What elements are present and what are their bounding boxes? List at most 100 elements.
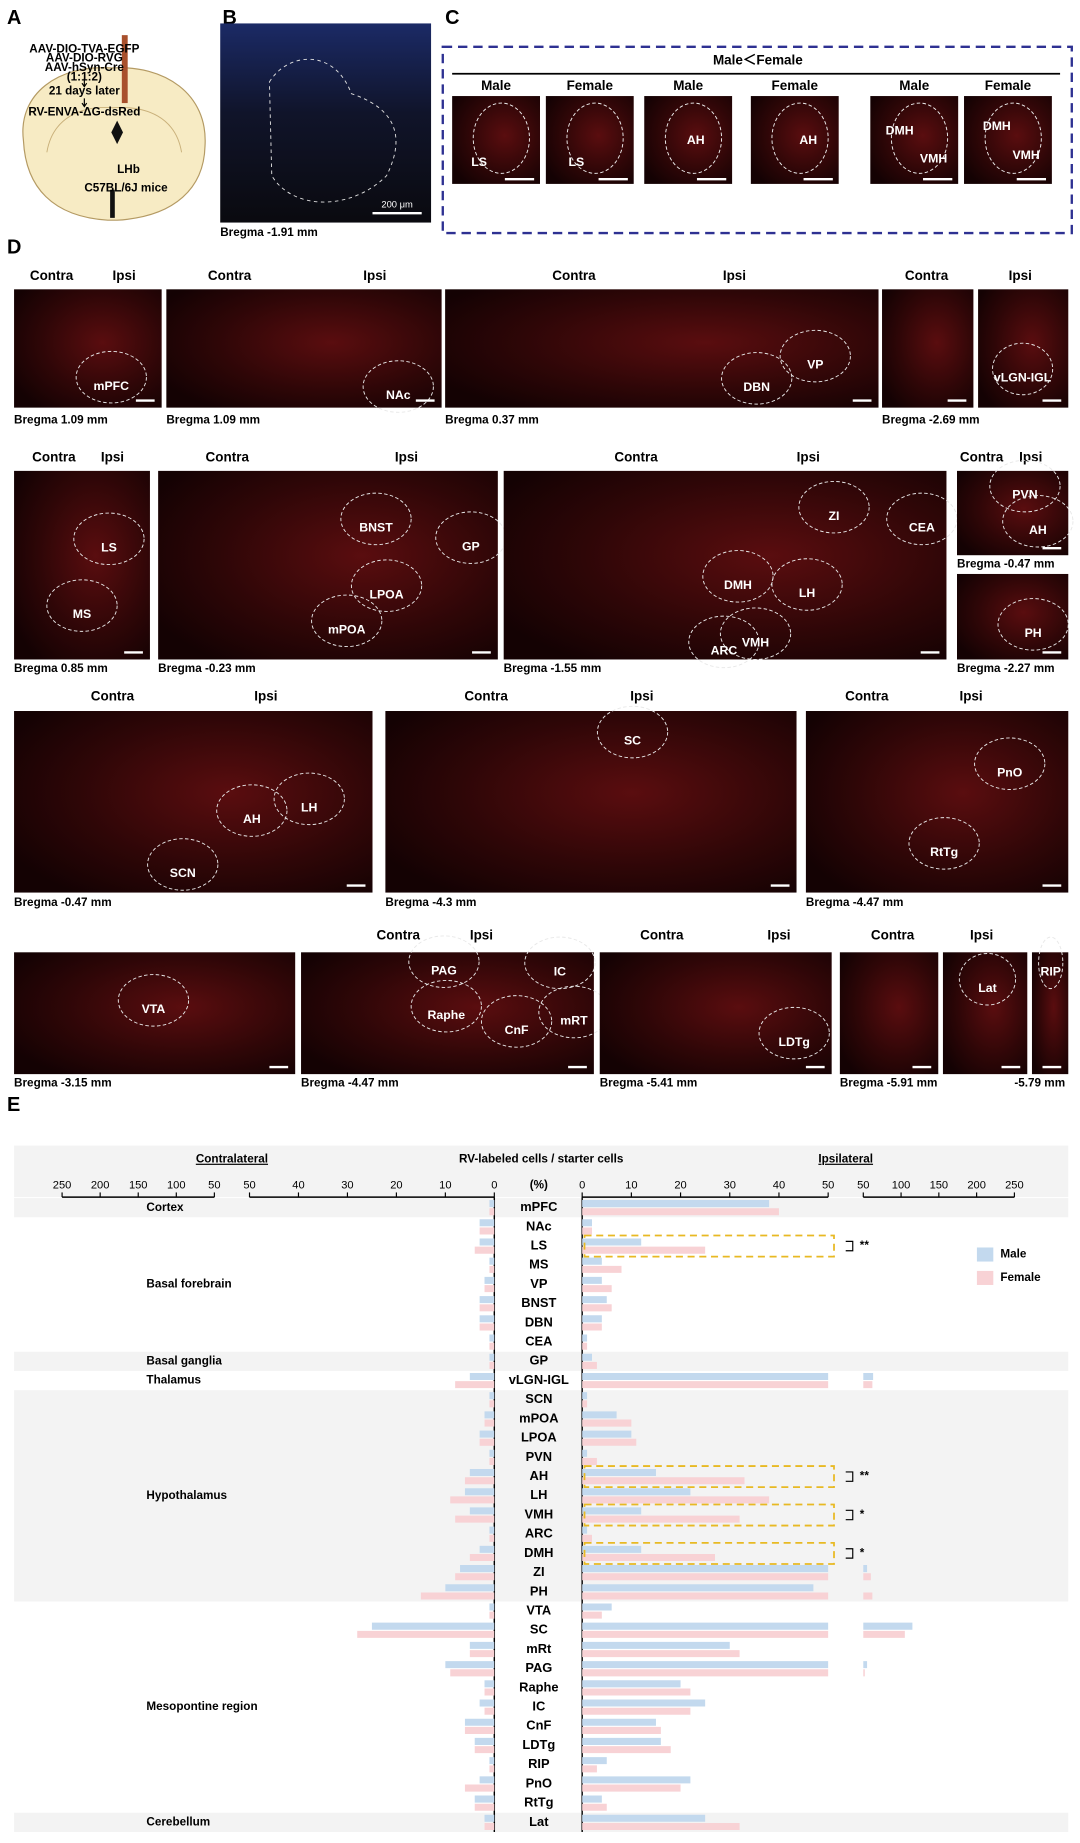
bar	[489, 1200, 495, 1208]
bar	[489, 1457, 495, 1466]
bar	[420, 1592, 495, 1600]
panel-label: E	[7, 1094, 20, 1116]
significance-label: **	[860, 1239, 870, 1252]
region-outline	[958, 953, 1017, 1006]
bar	[582, 1449, 588, 1457]
group-band	[14, 1351, 1069, 1371]
bar	[371, 1622, 495, 1630]
bar	[464, 1726, 495, 1734]
category-label: NAc	[526, 1218, 552, 1233]
micrograph	[599, 952, 832, 1075]
side-header: Ipsi	[101, 450, 124, 465]
brain-outline	[22, 67, 206, 221]
bar	[582, 1822, 740, 1830]
x-tick-label: 20	[390, 1179, 402, 1191]
panel-d: D Contra Ipsi mPFC Bregma 1.09 mm Contra Ipsi…	[7, 237, 1074, 1090]
category-label: VMH	[525, 1506, 554, 1521]
bar	[450, 1669, 495, 1677]
bar	[582, 1584, 814, 1592]
bregma-label: Bregma -2.69 mm	[882, 414, 980, 427]
bar	[582, 1688, 691, 1696]
side-header: Contra	[206, 450, 250, 465]
region-outline	[472, 102, 530, 174]
side-header: Ipsi	[470, 927, 493, 942]
bregma-label: Bregma -1.91 mm	[220, 226, 318, 239]
bar	[582, 1361, 597, 1369]
legend-label: Male	[1000, 1248, 1027, 1261]
bar	[582, 1304, 612, 1312]
bar	[474, 1737, 495, 1745]
bar	[484, 1707, 495, 1715]
side-header: Ipsi	[797, 450, 820, 465]
category-label: vLGN-IGL	[509, 1372, 569, 1387]
side-header: Contra	[871, 927, 915, 942]
category-label: PH	[530, 1583, 548, 1598]
bar	[484, 1688, 495, 1696]
panel-label: A	[7, 7, 21, 29]
bar	[479, 1219, 495, 1227]
region-label: LS	[568, 155, 584, 169]
x-tick-label: 40	[773, 1179, 785, 1191]
bar	[582, 1726, 661, 1734]
region-outline	[273, 772, 345, 826]
x-tick-label: 100	[167, 1179, 186, 1191]
bar	[469, 1468, 495, 1477]
bar	[582, 1795, 602, 1803]
region-label: DMH	[983, 119, 1011, 133]
side-header: Contra	[464, 689, 508, 704]
region-outline	[147, 838, 219, 891]
bar	[450, 1496, 495, 1504]
micrograph	[166, 289, 442, 408]
micrograph	[14, 470, 150, 660]
bar	[489, 1526, 495, 1534]
bar	[474, 1746, 495, 1754]
bar	[582, 1641, 730, 1649]
bar	[445, 1584, 495, 1592]
bar	[479, 1304, 495, 1312]
region-label: LH	[301, 800, 318, 814]
x-tick-label: 100	[892, 1179, 911, 1191]
right-label: Ipsilateral	[818, 1153, 873, 1166]
bar	[489, 1353, 495, 1361]
category-label: BNST	[521, 1295, 556, 1310]
bar	[445, 1661, 495, 1669]
region-outline	[992, 342, 1054, 396]
column-header: Male	[481, 78, 511, 93]
micrograph	[545, 96, 634, 184]
region-label: ZI	[829, 509, 840, 523]
bar	[582, 1438, 637, 1446]
x-tick-label: 30	[341, 1179, 353, 1191]
left-label: Contralateral	[196, 1153, 268, 1166]
region-label: LS	[471, 155, 487, 169]
region-label: SC	[624, 734, 641, 748]
category-label: mPFC	[520, 1199, 557, 1214]
bar	[582, 1757, 607, 1765]
region-outline	[989, 459, 1061, 513]
side-header: Contra	[640, 927, 684, 942]
region-label: LS	[101, 540, 117, 554]
bar	[489, 1392, 495, 1400]
region-outline	[480, 995, 553, 1048]
header-band	[14, 1145, 1069, 1198]
micrograph	[158, 470, 498, 660]
arrow	[81, 98, 88, 108]
side-header: Contra	[208, 268, 252, 283]
bar	[474, 1246, 495, 1254]
micrograph	[978, 289, 1069, 408]
bar	[582, 1334, 588, 1342]
category-label: AH	[530, 1468, 549, 1483]
side-header: Ipsi	[970, 927, 993, 942]
micrograph	[1031, 952, 1069, 1075]
micrograph	[942, 952, 1028, 1075]
bregma-label: Bregma -5.41 mm	[600, 1077, 698, 1090]
highlight-box	[583, 1234, 835, 1258]
region-label: VMH	[742, 635, 769, 649]
panel-b: B 200 μm Bregma -1.91 mm	[220, 7, 432, 239]
unit-label: (%)	[530, 1178, 548, 1191]
micrograph	[964, 96, 1052, 184]
group-label: Cerebellum	[146, 1815, 210, 1828]
region-label: AH	[243, 812, 261, 826]
bar	[582, 1468, 656, 1477]
category-label: RtTg	[524, 1795, 553, 1810]
